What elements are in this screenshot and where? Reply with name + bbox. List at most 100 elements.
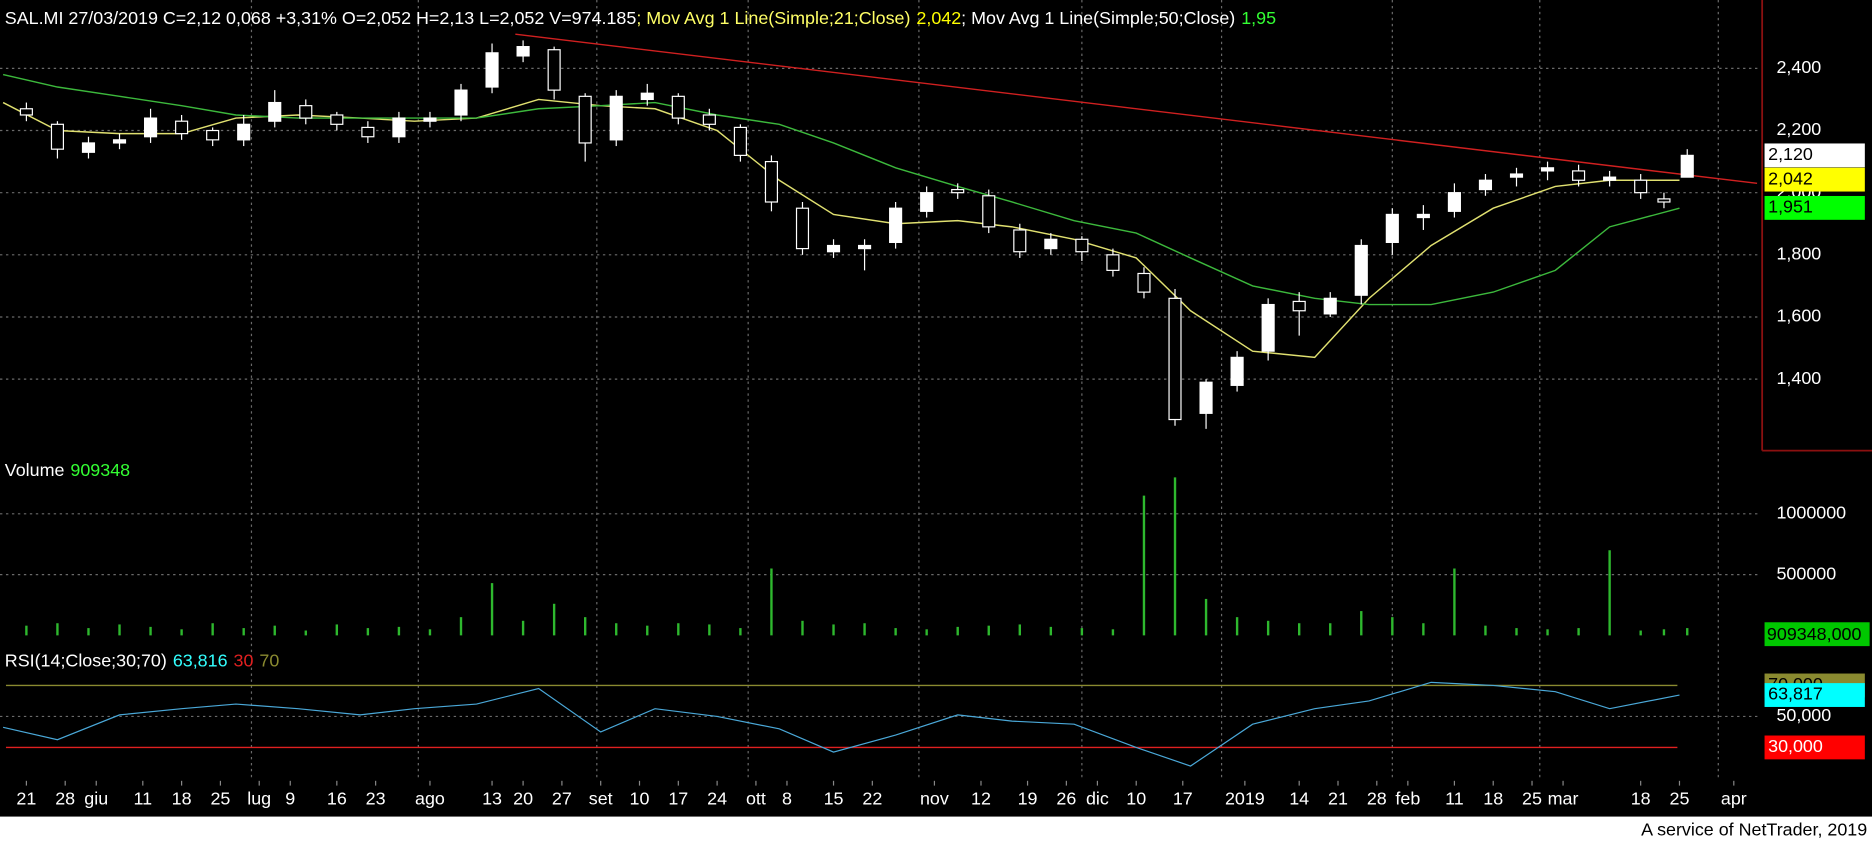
candle-body: [392, 117, 406, 138]
x-tick-label: 28: [55, 789, 75, 809]
candle-body: [299, 105, 313, 119]
value-box: [1764, 195, 1865, 220]
candle-body: [1137, 272, 1151, 293]
header-ma50-value: 1,95: [1241, 8, 1276, 28]
candle-body: [175, 120, 189, 135]
candle-body: [1261, 303, 1275, 352]
candle-body: [1478, 179, 1493, 191]
candle-body: [1106, 254, 1120, 271]
x-tick-label: nov: [920, 789, 949, 809]
x-tick-label: giu: [84, 789, 108, 809]
y-tick-label: 1000000: [1776, 503, 1846, 523]
candle-body: [206, 129, 220, 141]
candle-body: [1385, 213, 1399, 243]
x-tick-label: 18: [172, 789, 192, 809]
value-box-label: 2,120: [1768, 144, 1813, 164]
x-tick-label: 26: [1056, 789, 1076, 809]
candle-body: [795, 207, 810, 250]
candle-body: [112, 139, 127, 144]
value-box-label: 2,042: [1768, 168, 1813, 188]
y-tick-label: 50,000: [1776, 705, 1831, 725]
candle-body: [1540, 167, 1555, 172]
rsi-label: RSI(14;Close;30;70): [5, 650, 167, 670]
x-tick-label: lug: [247, 789, 271, 809]
header: SAL.MI 27/03/2019 C=2,12 0,068 +3,31% O=…: [5, 8, 1276, 28]
candle-body: [1168, 297, 1182, 421]
x-tick-label: 21: [16, 789, 36, 809]
value-box: [1764, 735, 1865, 760]
candle-body: [1323, 297, 1337, 315]
x-tick-label: dic: [1086, 789, 1109, 809]
candle-body: [1230, 356, 1244, 386]
x-tick-label: ott: [746, 789, 766, 809]
x-tick-label: 11: [1445, 789, 1464, 809]
footer: A service of NetTrader, 2019: [1641, 820, 1867, 840]
x-tick-label: 23: [366, 789, 386, 809]
volume-header: Volume 909348: [5, 460, 130, 480]
candle-body: [1044, 238, 1058, 250]
rsi-line: [2, 681, 1680, 767]
y-tick-label: 500000: [1776, 563, 1836, 583]
x-tick-label: 10: [1126, 789, 1146, 809]
volume-last: 909348: [70, 460, 130, 480]
candle-body: [1354, 244, 1368, 296]
candle-body: [1075, 238, 1089, 253]
x-tick-label: mar: [1548, 789, 1579, 809]
rsi-last: 63,816: [173, 650, 228, 670]
header-ma21-value: 2,042: [916, 8, 961, 28]
x-tick-label: set: [589, 789, 613, 809]
rsi-level-label: 70: [259, 650, 279, 670]
candle-body: [826, 244, 841, 253]
candle-body: [920, 192, 934, 212]
candle-body: [858, 244, 872, 250]
x-tick-label: 11: [134, 789, 153, 809]
x-tick-label: apr: [1721, 789, 1747, 809]
value-box: [1764, 683, 1865, 707]
candle-body: [423, 117, 437, 122]
candle-body: [1199, 381, 1213, 414]
value-box: [1764, 167, 1865, 192]
x-tick-label: feb: [1395, 789, 1420, 809]
candle-body: [1634, 179, 1648, 194]
x-tick-label: 15: [824, 789, 844, 809]
y-tick-label: 2,400: [1776, 57, 1821, 77]
volume-box: [1764, 622, 1870, 647]
candle-body: [640, 92, 654, 101]
x-tick-label: 10: [630, 789, 650, 809]
candle-body: [143, 117, 158, 138]
candle-body: [982, 195, 996, 228]
x-tick-label: 20: [513, 789, 533, 809]
footer-band: [0, 816, 1872, 844]
header-ma21-label: ; Mov Avg 1 Line(Simple;21;Close): [636, 8, 910, 28]
candle-body: [50, 123, 64, 150]
x-tick-label: 25: [1522, 789, 1542, 809]
x-tick-label: 18: [1631, 789, 1651, 809]
x-tick-label: 17: [1173, 789, 1193, 809]
candle-body: [485, 52, 499, 88]
x-tick-label: 8: [782, 789, 792, 809]
candle-body: [951, 188, 965, 194]
candle-body: [702, 114, 716, 125]
candle-body: [237, 123, 251, 141]
candle-body: [1572, 170, 1586, 181]
value-box-label: 63,817: [1768, 684, 1823, 704]
x-tick-label: 18: [1483, 789, 1503, 809]
y-tick-label: 2,200: [1776, 119, 1821, 139]
candle-body: [1416, 213, 1430, 219]
candle-body: [889, 207, 903, 243]
candle-body: [578, 95, 592, 144]
header-ma50-label: ; Mov Avg 1 Line(Simple;50;Close): [961, 8, 1235, 28]
candle-body: [361, 126, 375, 138]
candle-body: [268, 101, 282, 122]
candle-body: [1509, 173, 1524, 178]
candle-body: [764, 161, 779, 203]
x-tick-label: 28: [1367, 789, 1387, 809]
x-tick-label: 27: [552, 789, 572, 809]
x-tick-label: 17: [668, 789, 688, 809]
candle-body: [1292, 300, 1306, 312]
y-tick-label: 1,400: [1776, 368, 1821, 388]
x-tick-label: 21: [1328, 789, 1348, 809]
value-box: [1764, 143, 1865, 168]
